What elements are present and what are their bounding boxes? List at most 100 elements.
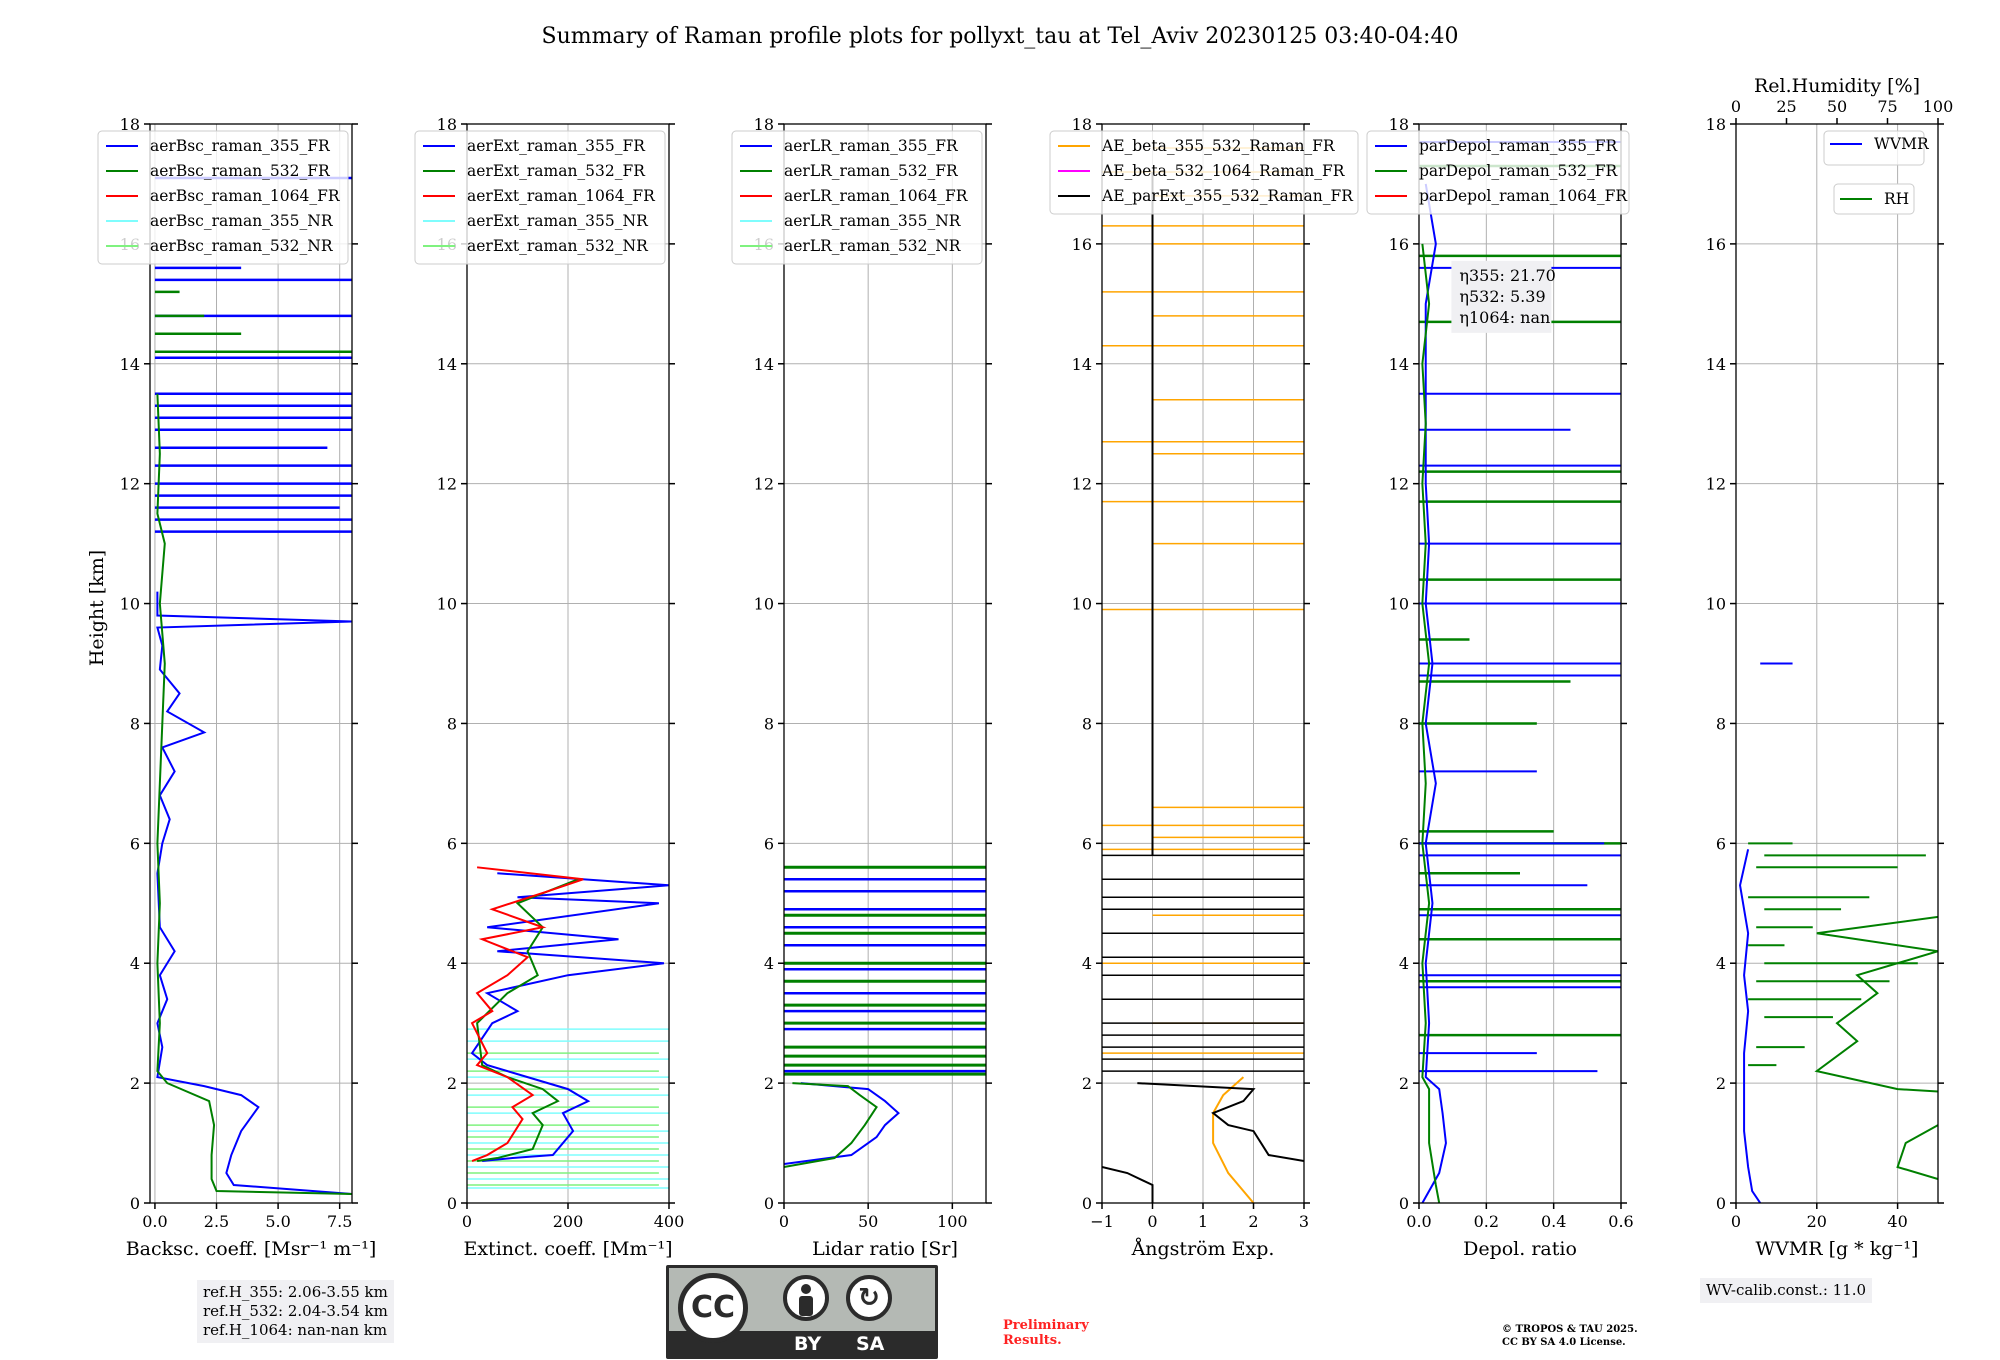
x-tick-label: 3	[1299, 1212, 1309, 1231]
series-AE_parExt_355_532_Raman_FR	[1102, 1166, 1154, 1203]
y-tick-label: 6	[447, 834, 457, 853]
legend-label-aerBsc_raman_532_FR: aerBsc_raman_532_FR	[150, 162, 331, 180]
x-axis-label: Backsc. coeff. [Msr⁻¹ m⁻¹]	[126, 1238, 377, 1260]
y-tick-label: 6	[1716, 834, 1726, 853]
series-WVMR	[1739, 849, 1762, 1203]
eta-annotation: η355: 21.70 η532: 5.39 η1064: nan	[1451, 260, 1556, 333]
y-tick-label: 2	[130, 1074, 140, 1093]
top-tick-label: 50	[1827, 97, 1847, 116]
eta-box	[1451, 260, 1552, 333]
legend-box	[731, 130, 983, 265]
y-tick-label: 6	[1399, 834, 1409, 853]
y-tick-label: 10	[1706, 595, 1726, 614]
series-AE_beta_355_532_Raman_FR	[1212, 1076, 1255, 1203]
y-tick-label: 12	[1072, 475, 1092, 494]
y-axis-label: Height [km]	[86, 550, 108, 666]
x-tick-label: 0.0	[142, 1212, 167, 1231]
legend-box	[1833, 183, 1915, 215]
legend-label-aerLR_raman_355_FR: aerLR_raman_355_FR	[784, 137, 959, 155]
series-parDepol_raman_355_FR	[1421, 183, 1447, 1203]
y-tick-label: 10	[437, 595, 457, 614]
legend-box	[1823, 130, 1925, 166]
series-aerExt_raman_1064_FR	[470, 866, 584, 1162]
legend-label-aerExt_raman_532_NR: aerExt_raman_532_NR	[467, 237, 649, 255]
series-aerLR_raman_532_FR	[784, 1082, 878, 1169]
axes-frame	[1418, 123, 1622, 1204]
legend-label-WVMR: WVMR	[1874, 135, 1930, 153]
legend: WVMR RH	[1823, 130, 1930, 215]
y-tick-label: 12	[1706, 475, 1726, 494]
cc-icon: CC	[678, 1273, 748, 1343]
figure-title: Summary of Raman profile plots for polly…	[542, 24, 1459, 49]
y-tick-label: 2	[1716, 1074, 1726, 1093]
plot-area	[467, 866, 669, 1189]
y-tick-label: 6	[1082, 834, 1092, 853]
license-by-label: BY	[794, 1333, 822, 1355]
eta-text: η532: 5.39	[1459, 287, 1545, 306]
legend: aerBsc_raman_355_FR aerBsc_raman_532_FRae…	[97, 130, 349, 265]
y-tick-label: 10	[754, 595, 774, 614]
x-tick-label: 2.5	[204, 1212, 229, 1231]
series-aerExt_raman_355_FR	[470, 872, 669, 1163]
y-tick-label: 6	[764, 834, 774, 853]
wv-calibration-box: WV-calib.const.: 11.0	[1700, 1278, 1873, 1303]
x-axis-label: Depol. ratio	[1463, 1238, 1577, 1260]
x-tick-label: 0	[462, 1212, 472, 1231]
panel-lidar-ratio: 024681012141618050100Lidar ratio [Sr]aer…	[731, 115, 992, 1260]
legend-label-AE_parExt_355_532_Raman_FR: AE_parExt_355_532_Raman_FR	[1101, 187, 1354, 205]
ref-355: ref.H_355: 2.06-3.55 km	[203, 1283, 388, 1301]
x-tick-label: 0	[1147, 1212, 1157, 1231]
axes-frame	[783, 123, 987, 1204]
y-tick-label: 18	[120, 115, 140, 134]
legend-label-AE_beta_355_532_Raman_FR: AE_beta_355_532_Raman_FR	[1101, 137, 1336, 155]
series-AE_parExt_355_532_Raman_FR-b	[1137, 1082, 1304, 1163]
legend-label-aerBsc_raman_1064_FR: aerBsc_raman_1064_FR	[150, 187, 341, 205]
y-tick-label: 16	[1706, 235, 1726, 254]
legend-label-aerBsc_raman_355_FR: aerBsc_raman_355_FR	[150, 137, 331, 155]
eta-text: η355: 21.70	[1459, 266, 1555, 285]
legend-label-aerLR_raman_355_NR: aerLR_raman_355_NR	[784, 212, 962, 230]
ref-532: ref.H_532: 2.04-3.54 km	[203, 1302, 388, 1320]
y-tick-label: 4	[764, 954, 774, 973]
top-tick-label: 75	[1877, 97, 1897, 116]
plot-area	[784, 865, 986, 1169]
cc-license-badge: CC ↻ BY SA	[666, 1265, 938, 1359]
top-tick-label: 25	[1776, 97, 1796, 116]
series-RH	[1814, 915, 1938, 1181]
legend-label-aerBsc_raman_355_NR: aerBsc_raman_355_NR	[150, 212, 334, 230]
x-tick-label: 0.4	[1541, 1212, 1566, 1231]
legend-label-aerBsc_raman_532_NR: aerBsc_raman_532_NR	[150, 237, 334, 255]
y-tick-label: 8	[1716, 714, 1726, 733]
x-tick-label: 40	[1887, 1212, 1907, 1231]
top-axis-label: Rel.Humidity [%]	[1754, 75, 1920, 97]
x-tick-label: 20	[1807, 1212, 1827, 1231]
x-axis-label: Extinct. coeff. [Mm⁻¹]	[463, 1238, 672, 1260]
x-tick-label: 0	[1731, 1212, 1741, 1231]
legend-label-AE_beta_532_1064_Raman_FR: AE_beta_532_1064_Raman_FR	[1101, 162, 1346, 180]
y-tick-label: 0	[447, 1194, 457, 1213]
x-tick-label: 7.5	[327, 1212, 352, 1231]
y-tick-label: 2	[1082, 1074, 1092, 1093]
y-tick-label: 14	[1389, 355, 1409, 374]
legend-label-aerExt_raman_1064_FR: aerExt_raman_1064_FR	[467, 187, 656, 205]
x-tick-label: 0.0	[1406, 1212, 1431, 1231]
legend: aerLR_raman_355_FR aerLR_raman_532_FR aerL…	[731, 130, 983, 265]
x-axis-label: Ångström Exp.	[1131, 1238, 1275, 1260]
y-tick-label: 0	[1716, 1194, 1726, 1213]
reference-height-box: ref.H_355: 2.06-3.55 km ref.H_532: 2.04-…	[197, 1280, 394, 1343]
legend-label-parDepol_raman_355_FR: parDepol_raman_355_FR	[1419, 137, 1619, 155]
x-tick-label: 2	[1248, 1212, 1258, 1231]
y-tick-label: 12	[437, 475, 457, 494]
x-tick-label: 5.0	[265, 1212, 290, 1231]
legend-label-aerLR_raman_1064_FR: aerLR_raman_1064_FR	[784, 187, 969, 205]
axes-frame	[149, 123, 353, 1204]
legend-label-aerLR_raman_532_NR: aerLR_raman_532_NR	[784, 237, 962, 255]
y-tick-label: 14	[120, 355, 140, 374]
legend-label-aerExt_raman_355_FR: aerExt_raman_355_FR	[467, 137, 646, 155]
x-tick-label: 0.2	[1474, 1212, 1499, 1231]
series-aerBsc_raman_355_FR	[156, 591, 352, 1196]
y-tick-label: 12	[1389, 475, 1409, 494]
ref-1064: ref.H_1064: nan-nan km	[203, 1321, 388, 1339]
